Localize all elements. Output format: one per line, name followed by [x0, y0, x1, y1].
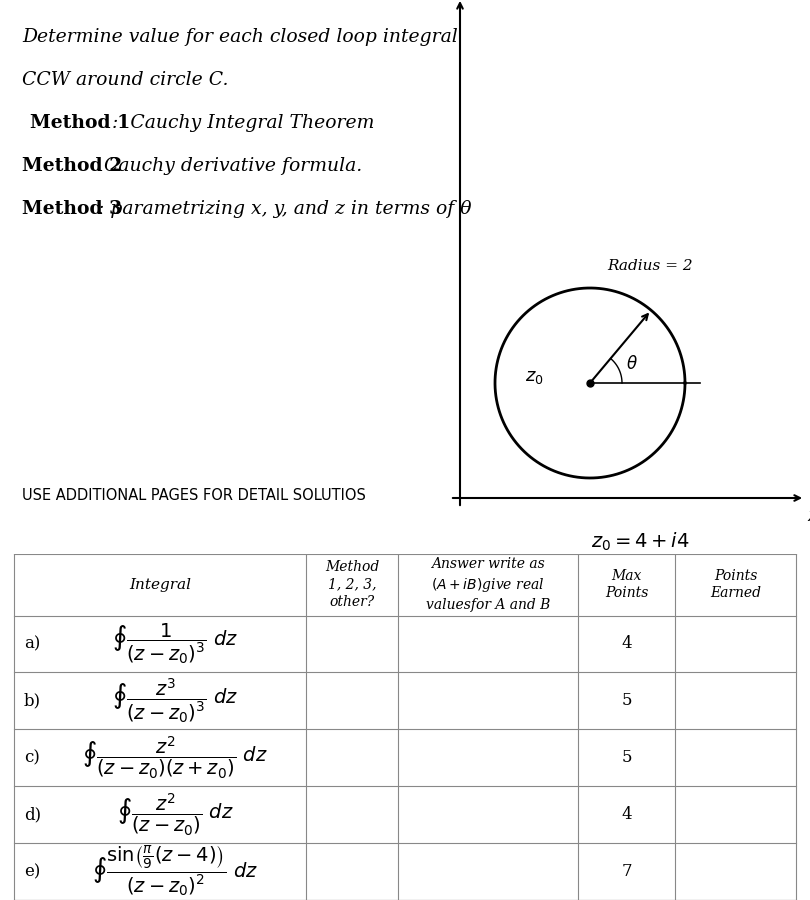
- Text: USE ADDITIONAL PAGES FOR DETAIL SOLUTIOS: USE ADDITIONAL PAGES FOR DETAIL SOLUTIOS: [22, 488, 366, 503]
- Text: 4: 4: [621, 806, 632, 824]
- Text: Integral: Integral: [129, 578, 191, 591]
- Text: CCW around circle C.: CCW around circle C.: [22, 71, 228, 89]
- Text: Radius = 2: Radius = 2: [608, 259, 693, 273]
- Text: e): e): [24, 863, 40, 880]
- Text: 5: 5: [621, 692, 632, 709]
- Text: 5: 5: [621, 749, 632, 766]
- Text: $z_0$: $z_0$: [525, 368, 544, 386]
- Text: Cauchy derivative formula.: Cauchy derivative formula.: [98, 157, 362, 175]
- Text: $\oint \dfrac{z^2}{(z - z_0)(z + z_0)}\ dz$: $\oint \dfrac{z^2}{(z - z_0)(z + z_0)}\ …: [82, 734, 268, 781]
- Text: $\oint \dfrac{z^2}{(z - z_0)}\ dz$: $\oint \dfrac{z^2}{(z - z_0)}\ dz$: [117, 791, 233, 838]
- Text: Points
Earned: Points Earned: [710, 569, 761, 600]
- Text: Method
1, 2, 3,
other?: Method 1, 2, 3, other?: [325, 560, 379, 609]
- Text: $\oint \dfrac{z^3}{(z - z_0)^3}\ dz$: $\oint \dfrac{z^3}{(z - z_0)^3}\ dz$: [112, 677, 238, 725]
- Text: Answer write as
$(A + iB)$give real
valuesfor A and B: Answer write as $(A + iB)$give real valu…: [426, 557, 550, 612]
- Text: b): b): [24, 692, 41, 709]
- Text: $\oint \dfrac{\sin\!\left(\frac{\pi}{9}(z-4)\right)}{(z - z_0)^2}\ dz$: $\oint \dfrac{\sin\!\left(\frac{\pi}{9}(…: [92, 844, 258, 899]
- Text: $\oint \dfrac{1}{(z - z_0)^3}\ dz$: $\oint \dfrac{1}{(z - z_0)^3}\ dz$: [112, 622, 238, 666]
- Text: Method 2: Method 2: [22, 157, 122, 175]
- Text: Max
Points: Max Points: [605, 569, 648, 600]
- Text: 7: 7: [621, 863, 632, 880]
- Text: Method 1: Method 1: [30, 114, 130, 132]
- Text: :  Cauchy Integral Theorem: : Cauchy Integral Theorem: [106, 114, 374, 132]
- Text: : parametrizing x, y, and z in terms of θ: : parametrizing x, y, and z in terms of …: [98, 200, 471, 218]
- Text: Method 3: Method 3: [22, 200, 122, 218]
- Text: $z_0 = 4 + i4$: $z_0 = 4 + i4$: [590, 531, 689, 554]
- Text: $\theta$: $\theta$: [626, 355, 637, 373]
- Text: $x$: $x$: [807, 508, 810, 525]
- Text: c): c): [24, 749, 40, 766]
- Text: d): d): [24, 806, 41, 824]
- Text: 4: 4: [621, 635, 632, 652]
- Text: Determine value for each closed loop integral: Determine value for each closed loop int…: [22, 28, 458, 46]
- Text: a): a): [24, 635, 40, 652]
